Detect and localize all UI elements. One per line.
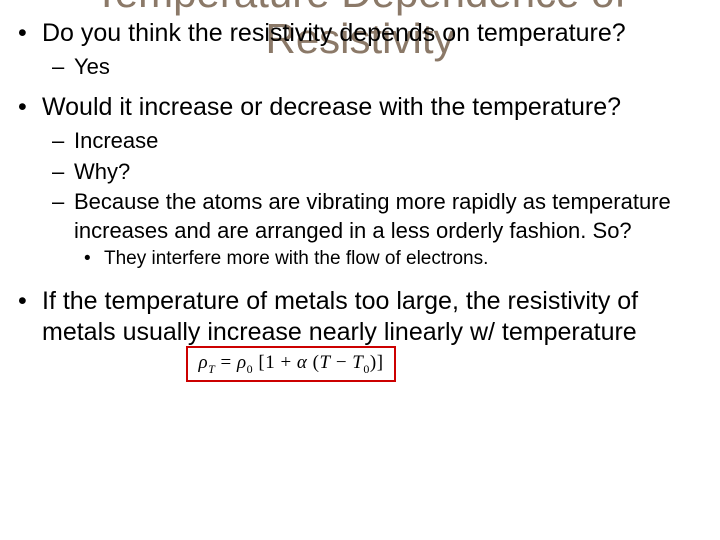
sym-alpha: α [297, 352, 307, 373]
formula-box: ρT = ρ0 [1 + α (T − T0)] [186, 346, 396, 382]
block-2: Would it increase or decrease with the t… [4, 92, 710, 272]
bullet-a2a: Increase [4, 127, 710, 156]
sym-rp: ) [370, 352, 377, 373]
sym-minus: − [331, 352, 353, 373]
sym-T0: T [352, 352, 363, 373]
block-3: If the temperature of metals too large, … [4, 286, 710, 349]
bullet-a1: Yes [4, 53, 710, 82]
bullet-a2b: Why? [4, 158, 710, 187]
sym-one: 1 + [265, 352, 297, 373]
slide-body: Do you think the resistivity depends on … [4, 18, 710, 357]
bullet-a2d: They interfere more with the flow of ele… [4, 247, 710, 272]
q3-text-pre: If the tempera [42, 287, 196, 315]
sym-lp: ( [307, 352, 319, 373]
bullet-q1: Do you think the resistivity depends on … [4, 18, 710, 49]
sym-T: T [319, 352, 330, 373]
bullet-q2: Would it increase or decrease with the t… [4, 92, 710, 123]
title-line-1: Temperature Dependence of [94, 0, 626, 16]
sym-lb: [ [253, 352, 265, 373]
bullet-a2c: Because the atoms are vibrating more rap… [4, 188, 710, 245]
sym-rb: ] [377, 352, 384, 373]
sym-rho: ρ [198, 352, 208, 373]
sym-rho0: ρ [237, 352, 247, 373]
sym-eq: = [215, 352, 237, 373]
block-1: Do you think the resistivity depends on … [4, 18, 710, 82]
slide: Temperature Dependence of Resistivity Do… [0, 0, 720, 540]
formula: ρT = ρ0 [1 + α (T − T0)] [198, 352, 383, 377]
bullet-q3: If the temperature of metals too large, … [4, 286, 710, 349]
